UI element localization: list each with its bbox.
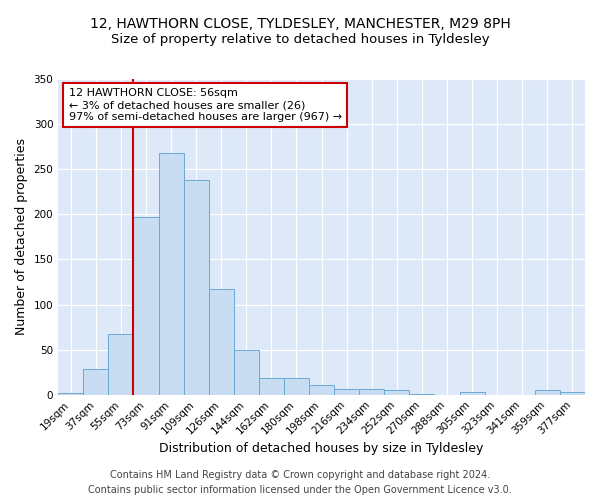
Bar: [234, 350, 259, 395]
Bar: [58, 393, 83, 394]
Bar: [309, 385, 334, 394]
Bar: [334, 390, 359, 394]
Text: 12 HAWTHORN CLOSE: 56sqm
← 3% of detached houses are smaller (26)
97% of semi-de: 12 HAWTHORN CLOSE: 56sqm ← 3% of detache…: [69, 88, 342, 122]
Bar: [535, 390, 560, 394]
X-axis label: Distribution of detached houses by size in Tyldesley: Distribution of detached houses by size …: [160, 442, 484, 455]
Text: Size of property relative to detached houses in Tyldesley: Size of property relative to detached ho…: [110, 32, 490, 46]
Bar: [83, 368, 109, 394]
Bar: [259, 378, 284, 394]
Bar: [460, 392, 485, 394]
Text: Contains HM Land Registry data © Crown copyright and database right 2024.
Contai: Contains HM Land Registry data © Crown c…: [88, 470, 512, 495]
Bar: [560, 392, 585, 394]
Bar: [359, 390, 385, 394]
Bar: [385, 390, 409, 394]
Text: 12, HAWTHORN CLOSE, TYLDESLEY, MANCHESTER, M29 8PH: 12, HAWTHORN CLOSE, TYLDESLEY, MANCHESTE…: [89, 18, 511, 32]
Bar: [184, 180, 209, 394]
Bar: [284, 378, 309, 394]
Bar: [133, 217, 158, 394]
Bar: [109, 334, 133, 394]
Bar: [209, 289, 234, 395]
Bar: [158, 153, 184, 394]
Y-axis label: Number of detached properties: Number of detached properties: [15, 138, 28, 336]
